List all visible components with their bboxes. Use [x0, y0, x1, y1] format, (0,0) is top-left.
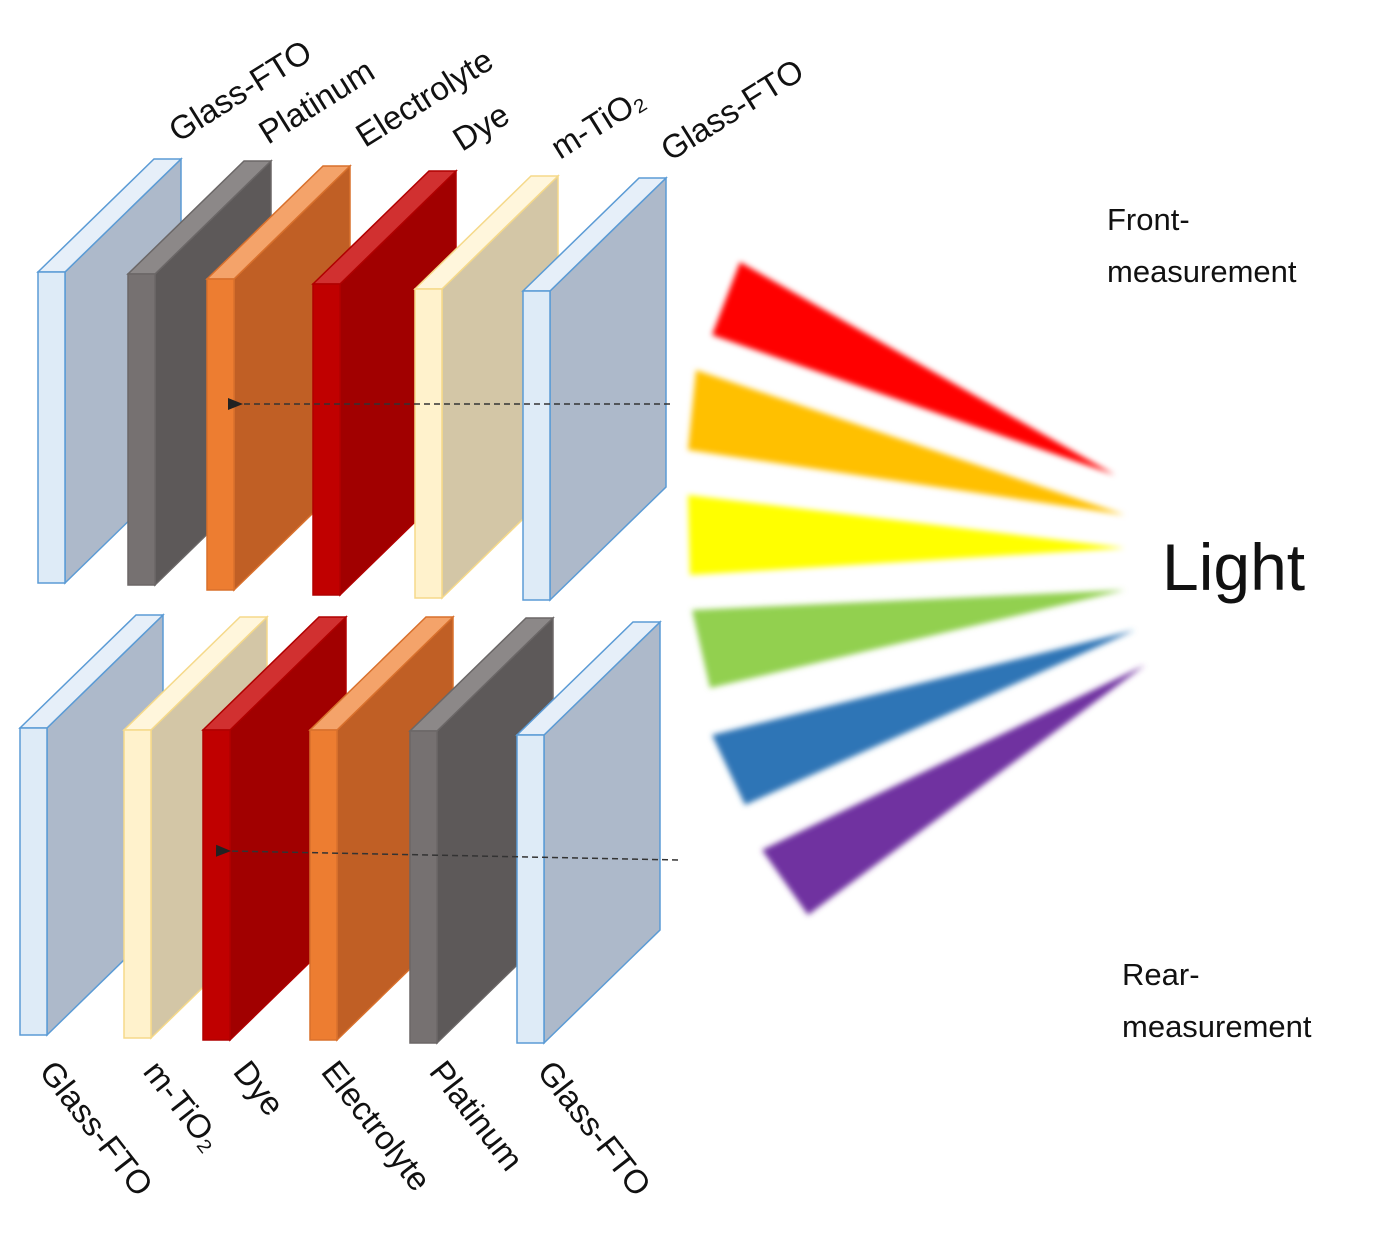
panel-edge [206, 278, 235, 591]
panel-edge [522, 290, 551, 601]
ray-purple [762, 665, 1145, 915]
rear-layer-label: Glass-FTO [530, 1054, 658, 1203]
rear-label-line: Rear- [1122, 957, 1200, 992]
rear-label-line: measurement [1122, 1009, 1312, 1044]
front-layer-label: Glass-FTO [654, 51, 810, 168]
panel-edge [516, 734, 545, 1044]
panel-edge [414, 288, 443, 599]
rear-layer-label: Dye [226, 1054, 291, 1123]
ray-yellow [688, 495, 1125, 575]
rear-arrow [215, 844, 679, 861]
ray-green [692, 590, 1125, 688]
front-layer-label: m-TiO₂ [544, 80, 651, 166]
panel-edge [309, 729, 338, 1041]
panels [18, 157, 668, 1045]
front-label-line: measurement [1107, 254, 1297, 289]
rear-layer-label: Platinum [422, 1054, 530, 1178]
panel-edge [312, 283, 341, 596]
panel-edge [202, 729, 231, 1041]
panel-edge [127, 273, 156, 586]
front-label-line: Front- [1107, 202, 1190, 237]
layer-panel [521, 176, 668, 602]
light-rays [688, 262, 1145, 915]
rear-layer-label: m-TiO₂ [136, 1054, 229, 1158]
layer-panel [515, 620, 662, 1045]
ray-orange [688, 370, 1125, 515]
panel-edge [19, 727, 48, 1036]
light-label: Light [1162, 530, 1305, 604]
panel-face [549, 176, 667, 602]
panel-edge [409, 730, 438, 1044]
ray-blue [712, 630, 1135, 805]
panel-edge [37, 271, 66, 584]
front-layer-label: Dye [446, 95, 515, 157]
panel-face [543, 620, 661, 1045]
panel-edge [123, 729, 152, 1039]
layer-panel [413, 174, 560, 600]
ray-red [712, 262, 1115, 475]
rear-layer-label: Electrolyte [314, 1054, 438, 1198]
